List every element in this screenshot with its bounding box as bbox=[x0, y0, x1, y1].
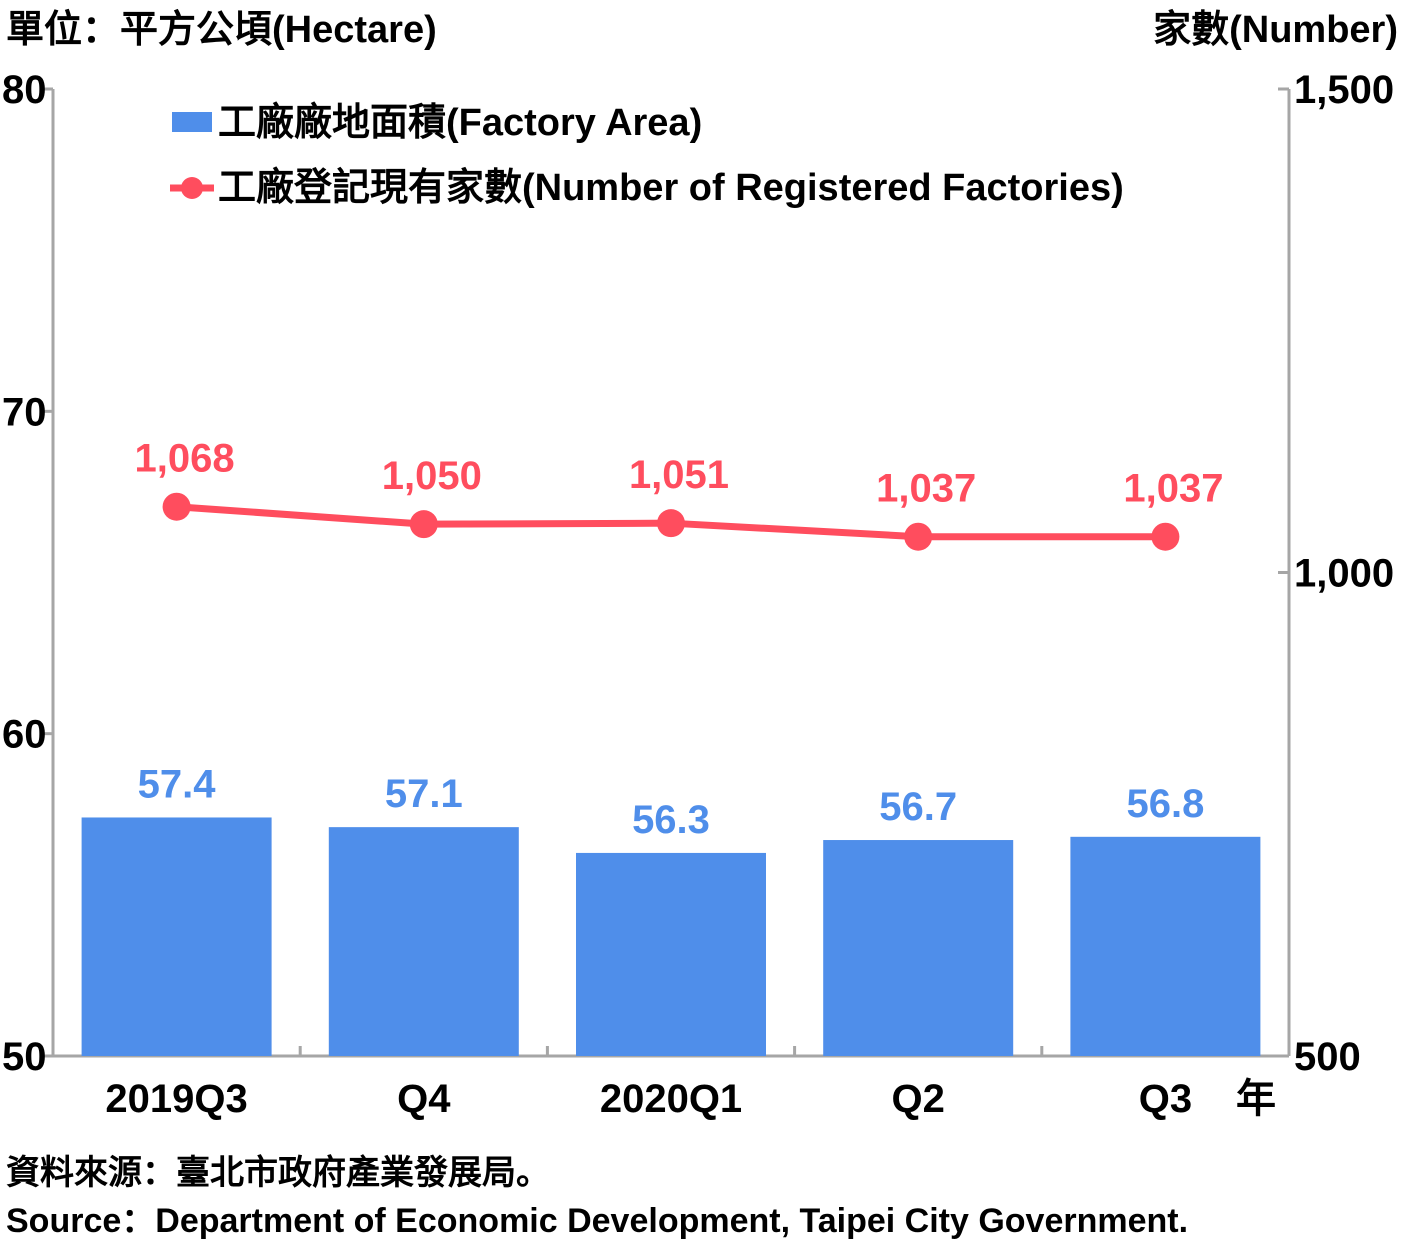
legend-bar-swatch bbox=[172, 112, 212, 132]
x-category-label: Q4 bbox=[397, 1077, 451, 1121]
factory-area-value-label: 57.1 bbox=[385, 772, 463, 816]
x-category-label: Q3 bbox=[1139, 1077, 1192, 1121]
factory-count-value-label: 1,068 bbox=[135, 437, 235, 481]
factory-count-point bbox=[409, 510, 438, 539]
legend-line-label: 工廠登記現有家數(Number of Registered Factories) bbox=[218, 166, 1124, 209]
factory-count-point bbox=[904, 522, 933, 551]
factory-count-value-label: 1,037 bbox=[876, 467, 976, 511]
x-category-label: 2019Q3 bbox=[105, 1077, 247, 1121]
legend-bar-label: 工廠廠地面積(Factory Area) bbox=[218, 101, 702, 144]
factory-area-value-label: 56.3 bbox=[632, 798, 710, 842]
source-en: Source：Department of Economic Developmen… bbox=[6, 1202, 1188, 1240]
x-axis-unit: 年 bbox=[1236, 1077, 1276, 1121]
left-tick-label: 50 bbox=[2, 1035, 47, 1079]
left-axis-unit: 單位：平方公頃(Hectare) bbox=[6, 9, 437, 51]
right-tick-label: 1,000 bbox=[1294, 552, 1394, 596]
right-tick-label: 1,500 bbox=[1294, 68, 1394, 112]
factory-area-bar bbox=[576, 852, 766, 1056]
legend-line-marker bbox=[181, 177, 203, 199]
right-tick-label: 500 bbox=[1294, 1035, 1361, 1079]
left-tick-label: 60 bbox=[2, 713, 47, 757]
factory-count-point bbox=[162, 492, 191, 521]
factory-count-point bbox=[1151, 522, 1180, 551]
source-zh: 資料來源：臺北市政府產業發展局。 bbox=[6, 1153, 550, 1192]
x-category-label: 2020Q1 bbox=[600, 1077, 742, 1121]
factory-count-value-label: 1,037 bbox=[1123, 467, 1223, 511]
factory-area-value-label: 57.4 bbox=[138, 762, 217, 806]
right-axis-unit: 家數(Number) bbox=[1153, 9, 1398, 51]
factory-area-bar bbox=[1070, 836, 1261, 1056]
factory-area-bar bbox=[328, 827, 519, 1056]
legend: 工廠廠地面積(Factory Area) 工廠登記現有家數(Number of … bbox=[170, 101, 1124, 209]
factory-count-value-label: 1,050 bbox=[382, 454, 482, 498]
factory-count-value-label: 1,051 bbox=[629, 453, 729, 497]
factory-area-bar bbox=[823, 840, 1014, 1056]
factory-area-value-label: 56.8 bbox=[1126, 782, 1204, 826]
factory-count-point bbox=[657, 509, 685, 538]
left-tick-label: 70 bbox=[2, 390, 47, 434]
factory-area-value-label: 56.7 bbox=[879, 785, 957, 829]
factory-area-bar bbox=[81, 817, 272, 1056]
left-tick-label: 80 bbox=[2, 68, 47, 112]
x-category-label: Q2 bbox=[892, 1077, 945, 1121]
